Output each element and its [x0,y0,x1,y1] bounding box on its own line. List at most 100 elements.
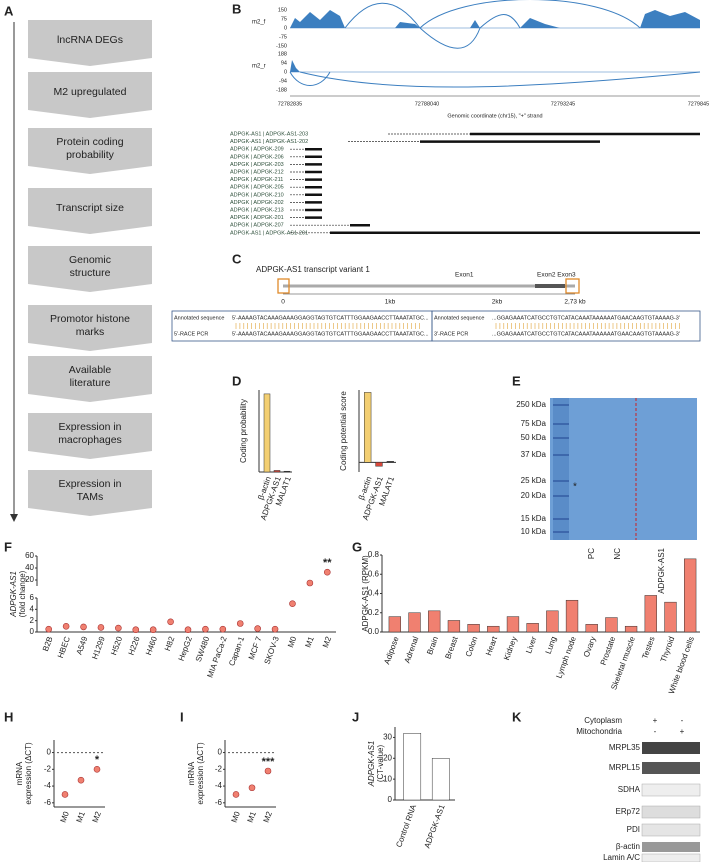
x-tick-label: M0 [59,810,71,824]
y-axis-label: Coding probability [239,399,248,463]
exon [535,284,565,288]
y-tick-label: 20 [383,753,392,762]
y-tick-label: 0 [218,748,223,757]
y-tick-label: 0 [388,795,393,804]
x-tick-label: Brain [425,635,440,656]
x-tick-label: Kidney [502,635,519,661]
flow-step-label: Available literature [69,364,112,389]
scale-label: 2,73 kb [564,299,586,306]
dot [132,626,140,634]
flow-step [28,413,152,459]
flow-step [28,305,152,351]
blot-label: MRPL15 [609,763,641,772]
flow-step-label: Expression in macrophages [58,421,122,446]
x-tick-label: H82 [163,635,177,652]
sign: + [680,727,685,736]
flow-step-label: Promotor histone marks [50,313,130,338]
dot [236,620,244,627]
blot-label: Lamin A/C [603,853,640,862]
dot [232,791,240,798]
bar [263,393,271,473]
track-tick: 188 [278,51,287,57]
track-tick: 0 [284,25,287,31]
arrow-head [10,514,18,522]
y-axis-label: ADPGK-AS1 (RPKM) [361,555,370,632]
y-tick-label: 6 [30,593,35,602]
x-tick-label: M0 [286,635,298,649]
flow-step [28,72,152,118]
x-tick-label: M2 [262,810,274,824]
x-tick-label: H226 [127,635,142,657]
dot [323,568,331,576]
bar [664,601,677,633]
flow-step [28,356,152,402]
bar [428,610,441,633]
x-tick-label: Ovary [582,635,598,658]
y-tick-label: 0.6 [368,569,380,578]
y-axis-label: Coding potential score [339,391,348,471]
track-tick: 75 [281,16,287,22]
significance: *** [262,756,276,768]
dot [289,600,296,607]
x-tick-label: H520 [109,635,124,657]
blot [641,823,701,837]
y-tick-label: 0.8 [368,550,380,559]
dot [62,623,70,630]
panel-label: J [352,709,359,724]
bar [388,616,401,633]
bar [375,462,383,467]
bar [403,733,422,801]
flow-step [28,128,152,174]
x-tick-label: M0 [230,810,242,824]
transcript-name: ADPGK | ADPGK-210 [230,192,284,198]
x-tick-label: H1299 [90,635,107,661]
transcript-name: ADPGK-AS1 | ADPGK-AS1-201 [230,230,308,236]
bar [526,623,539,633]
flow-step-label: Expression in TAMs [58,478,121,503]
x-tick-label: SW480 [194,635,212,663]
fraction-label: Cytoplasm [584,716,622,725]
flow-step [28,188,152,234]
track-tick: 0 [284,69,287,75]
transcript-name: ADPGK-AS1 | ADPGK-AS1-203 [230,131,308,137]
sign: - [681,716,684,725]
sign: + [653,716,658,725]
scale-label: 2kb [492,299,503,306]
transcript-name: ADPGK | ADPGK-205 [230,185,284,191]
seq-row-label: Annotated sequence [434,315,484,321]
flow-step-label: Protein coding probability [56,136,123,161]
x-tick-label: ADPGK-AS1 [422,803,446,850]
bar [487,625,500,633]
highlight-box [277,278,290,294]
marker-label: 37 kDa [521,450,547,459]
x-tick-label: Liver [524,635,539,655]
transcript-name: ADPGK | ADPGK-201 [230,215,284,221]
panel-label: F [4,539,12,554]
dot [77,776,85,784]
x-tick-label: Adipose [382,635,401,666]
dot [45,625,53,633]
dot [184,626,192,634]
track-tick: -94 [279,78,287,84]
dot [202,625,209,633]
blot-label: MRPL35 [609,743,641,752]
y-axis-label: (CT-value) [376,744,385,782]
bar [386,461,394,463]
gel [550,398,697,540]
dot [61,791,69,798]
track-label: m2_r [252,64,266,70]
y-axis-label: (fold change) [18,570,27,617]
y-axis-label: expression (ΔCT) [24,742,33,805]
marker-label: 15 kDa [521,514,547,523]
track-tick: 94 [281,60,287,66]
dot [264,767,272,775]
flow-step-label: Transcript size [56,202,124,214]
x-tick-label: M1 [303,635,315,649]
lane-label: NC [613,548,622,560]
x-tick-label: Breast [443,635,460,661]
x-tick-label: Capan-1 [227,635,246,667]
scale-label: 1kb [385,299,396,306]
transcript-name: ADPGK | ADPGK-207 [230,223,284,229]
panel-label: C [232,251,242,266]
